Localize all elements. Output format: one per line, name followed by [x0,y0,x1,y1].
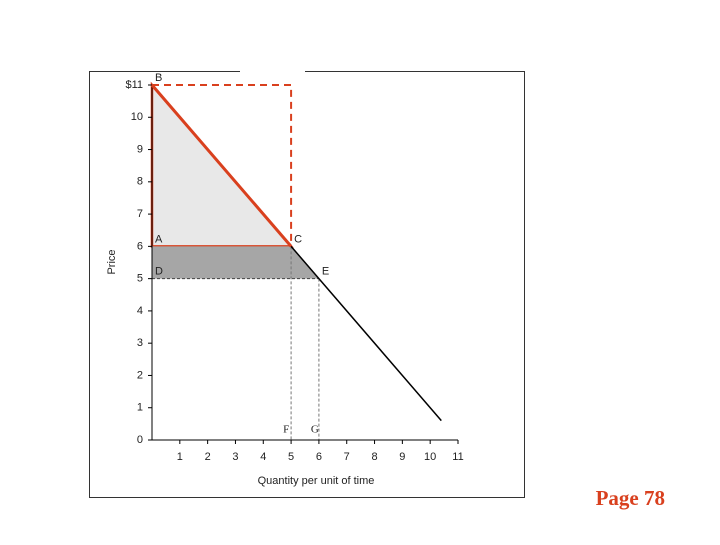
x-tick-label: 8 [371,451,377,463]
shaded-area [152,246,319,279]
y-tick-label: 9 [137,143,143,155]
point-label: B [155,72,162,84]
x-tick-label: 2 [205,451,211,463]
y-tick-label: 8 [137,176,143,188]
y-tick-label: 5 [137,273,143,285]
demand-line [290,245,442,422]
x-axis-label: Quantity per unit of time [258,475,375,487]
y-axis-label: Price [106,249,118,274]
demand-line [150,84,293,248]
x-tick-label: 4 [260,451,266,463]
y-tick-label: $11 [125,79,143,91]
page-number: Page 78 [596,486,665,510]
y-tick-label: 7 [137,208,143,220]
point-label: F [283,424,289,436]
x-tick-label: 5 [288,451,294,463]
y-tick-label: 4 [137,305,143,317]
y-tick-label: 6 [137,240,143,252]
y-tick-label: 10 [131,111,143,123]
x-tick-label: 10 [424,451,436,463]
x-tick-label: 1 [177,451,183,463]
point-label: E [322,266,329,278]
y-tick-label: 1 [137,402,143,414]
point-label: A [155,233,163,245]
point-label: C [294,233,302,245]
x-tick-label: 11 [452,451,463,463]
y-tick-label: 3 [137,337,143,349]
point-label: D [155,266,163,278]
x-tick-label: 6 [316,451,322,463]
frame-gap [240,66,305,76]
y-tick-label: 0 [137,434,143,446]
point-label: G [311,424,319,436]
x-tick-label: 9 [399,451,405,463]
chart-frame [89,71,525,498]
x-tick-label: 7 [344,451,350,463]
y-tick-label: 2 [137,369,143,381]
x-tick-label: 3 [232,451,238,463]
guide-line [152,84,293,247]
